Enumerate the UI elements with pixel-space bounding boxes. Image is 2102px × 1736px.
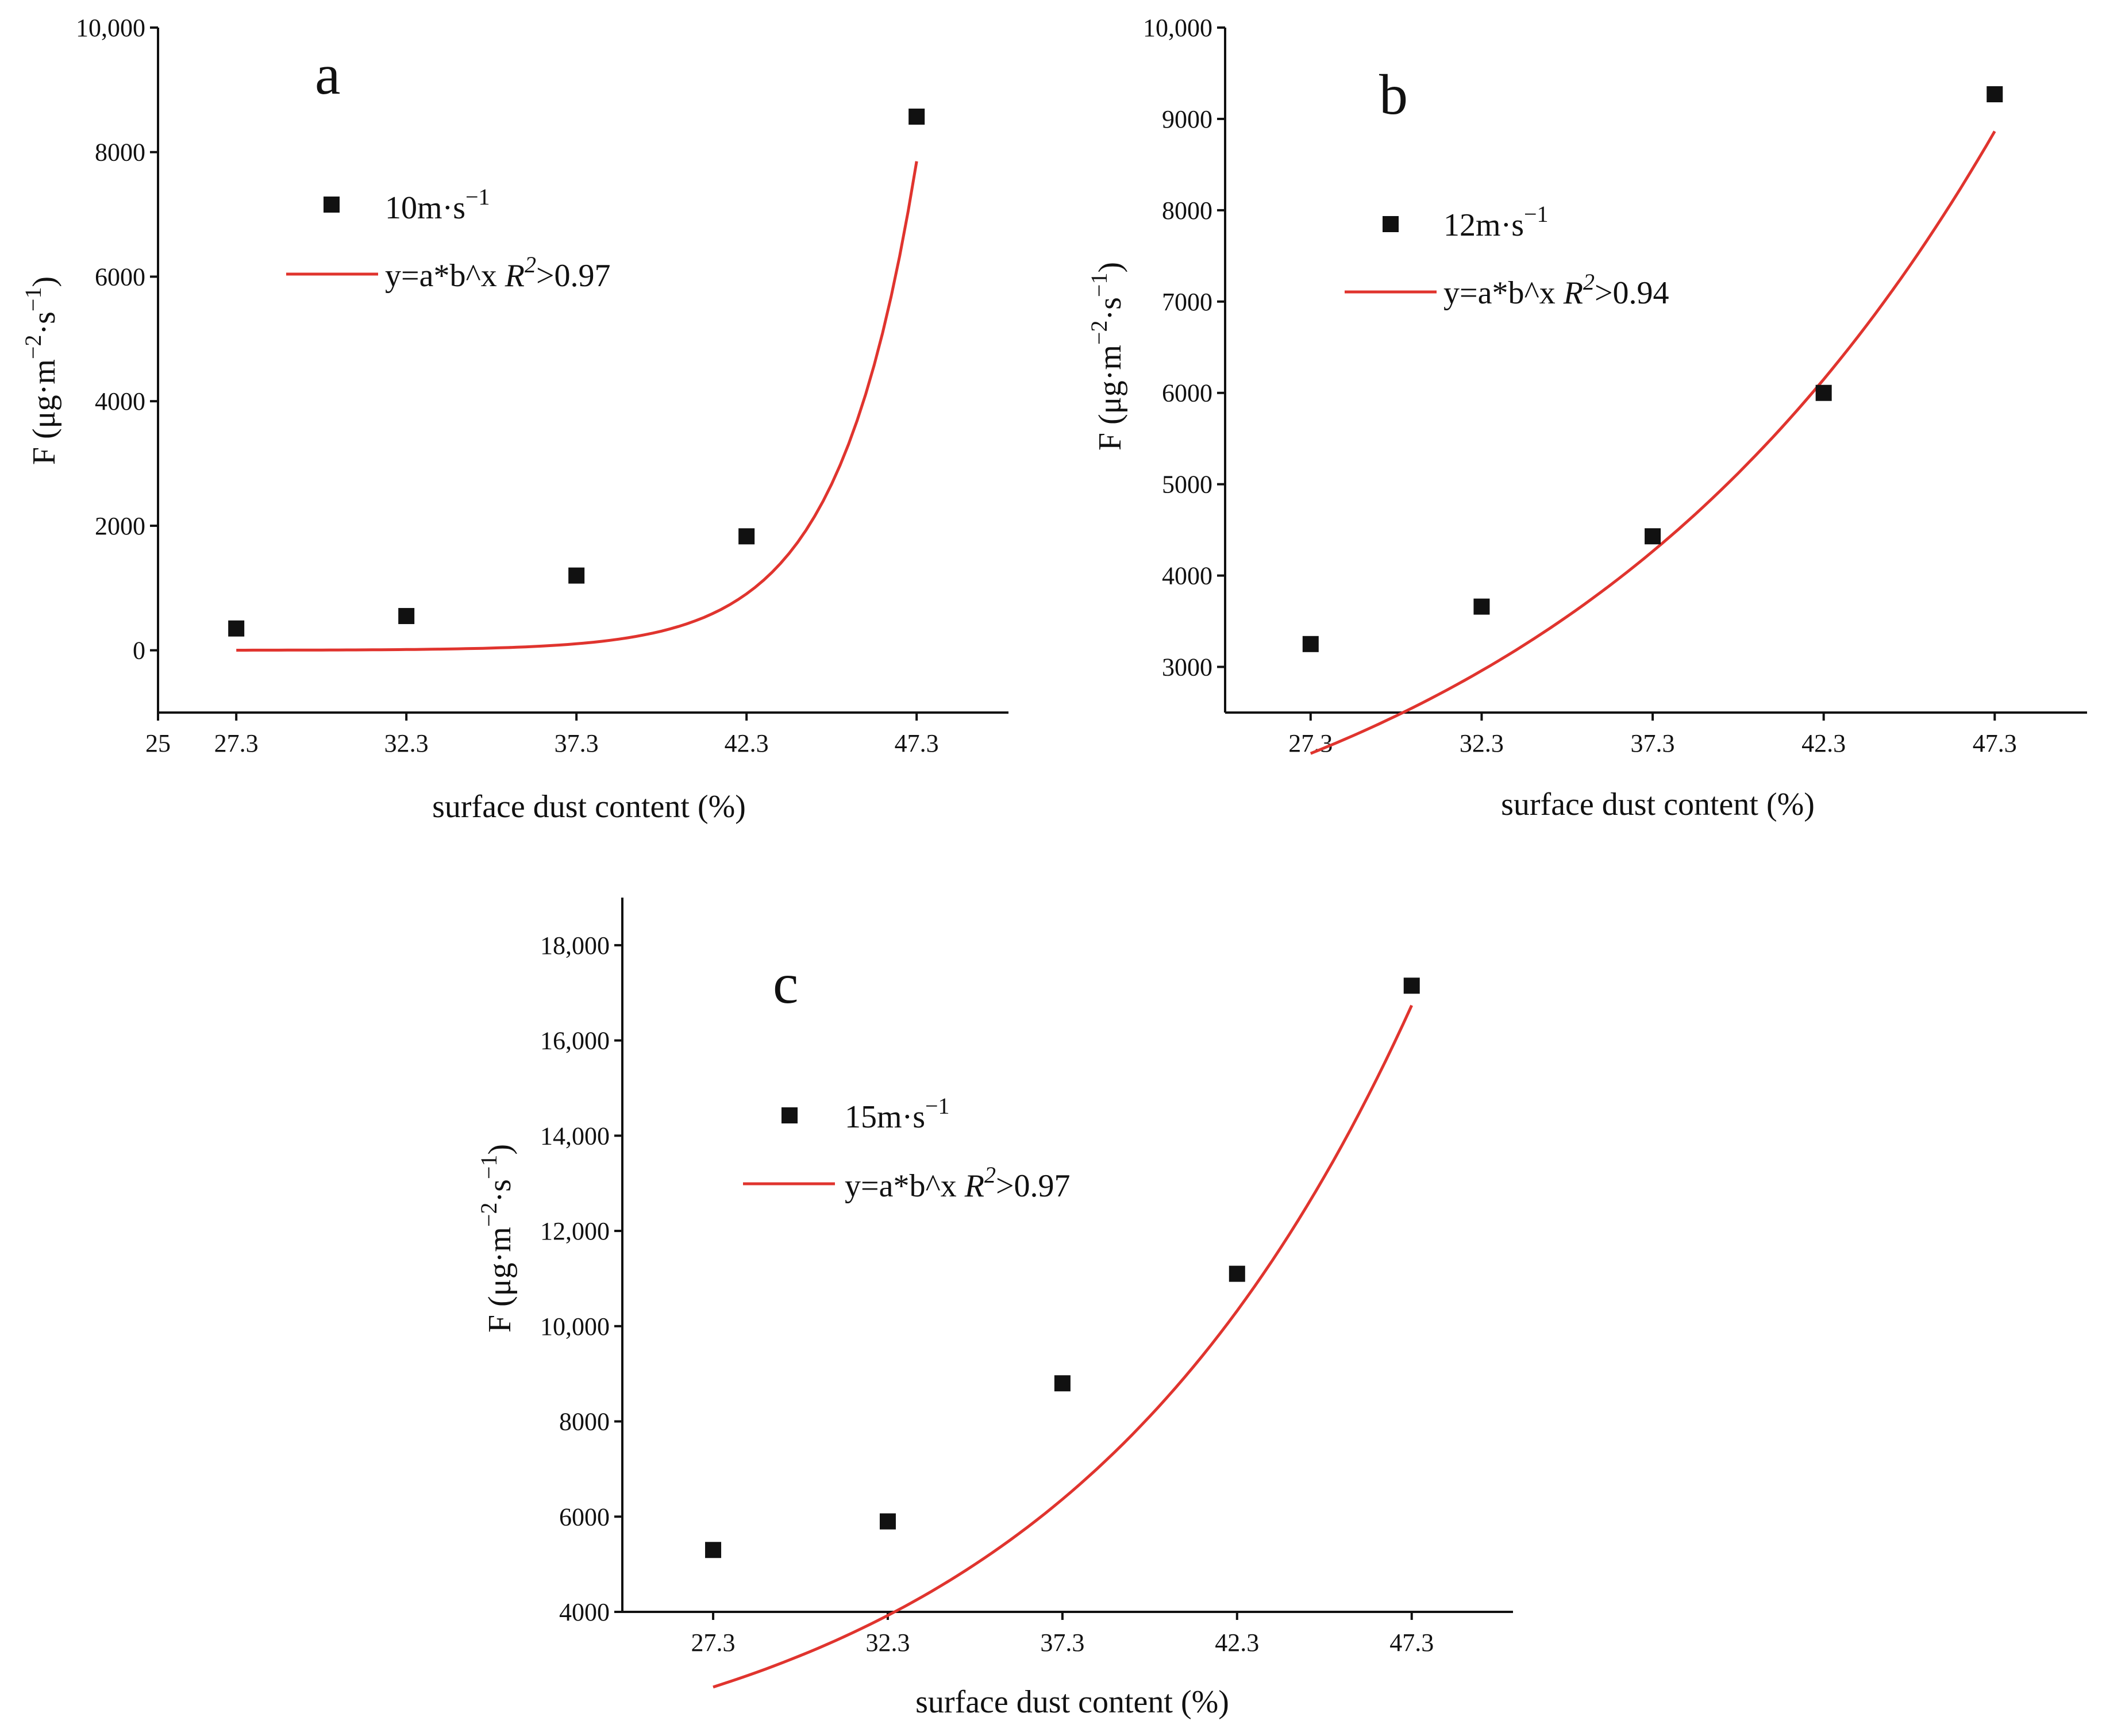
panel-label-a: a <box>315 43 340 106</box>
y-tick-label-b: 3000 <box>1162 653 1212 682</box>
fit-curve-c <box>713 1004 1413 1689</box>
y-tick-label-b: 9000 <box>1162 105 1212 133</box>
x-tick-label-c: 47.3 <box>1389 1629 1434 1657</box>
chart-panel-c: c 4000 6000 8000 10,000 12,000 14,000 16,000 18… <box>476 898 1513 1720</box>
x-tick-label-b: 32.3 <box>1460 729 1504 757</box>
x-tick-label-a: 32.3 <box>384 729 429 757</box>
data-point-a <box>908 108 925 125</box>
y-axis-a: 0 2000 4000 6000 8000 10,000 <box>76 14 159 713</box>
data-points-a <box>228 108 925 637</box>
y-tick-label-c: 18,000 <box>540 931 610 960</box>
y-tick-label-a: 10,000 <box>76 14 145 42</box>
y-tick-label-b: 7000 <box>1162 288 1212 316</box>
x-tick-label-b: 37.3 <box>1631 729 1675 757</box>
y-tick-label-c: 16,000 <box>540 1027 610 1055</box>
y-tick-label-b: 5000 <box>1162 471 1212 499</box>
fit-curve-b <box>1310 130 1996 755</box>
legend-series-label-b: 12m·s−1 <box>1443 201 1549 243</box>
x-tick-label-c: 42.3 <box>1215 1629 1259 1657</box>
x-tick-label-b: 42.3 <box>1801 729 1846 757</box>
x-tick-label-a: 25 <box>145 729 171 757</box>
data-point-a <box>738 528 755 545</box>
y-axis-b: 3000 4000 5000 6000 7000 8000 9000 10,000 <box>1143 14 1226 713</box>
legend-c: 15m·s−1 y=a*b^x R2>0.97 <box>743 1093 1071 1204</box>
x-tick-label-a: 37.3 <box>555 729 599 757</box>
legend-a: 10m·s−1 y=a*b^x R2>0.97 <box>286 184 611 294</box>
fit-curve-a <box>236 161 918 652</box>
y-tick-label-c: 8000 <box>559 1408 610 1436</box>
data-point-c <box>1054 1375 1071 1392</box>
y-tick-label-a: 6000 <box>95 263 145 291</box>
legend-fit-label-a: y=a*b^x R2>0.97 <box>385 252 611 294</box>
data-point-b <box>1473 598 1490 615</box>
y-axis-title-b: F (μg·m−2·s−1) <box>1086 262 1128 451</box>
legend-marker-c <box>781 1107 798 1123</box>
y-tick-label-c: 4000 <box>559 1598 610 1626</box>
data-point-b <box>1815 384 1832 401</box>
y-tick-label-c: 6000 <box>559 1503 610 1531</box>
data-point-b <box>1986 86 2003 103</box>
panel-label-b: b <box>1379 63 1408 126</box>
x-tick-label-a: 47.3 <box>895 729 939 757</box>
y-axis-c: 4000 6000 8000 10,000 12,000 14,000 16,000 18,0… <box>540 898 623 1626</box>
data-point-a <box>568 567 585 584</box>
x-tick-label-c: 27.3 <box>691 1629 736 1657</box>
legend-b: 12m·s−1 y=a*b^x R2>0.94 <box>1345 201 1669 311</box>
x-axis-title-a: surface dust content (%) <box>432 789 746 825</box>
y-tick-label-b: 4000 <box>1162 562 1212 590</box>
y-axis-title-a: F (μg·m−2·s−1) <box>20 276 62 465</box>
y-tick-label-a: 0 <box>133 637 145 665</box>
legend-series-label-c: 15m·s−1 <box>845 1093 950 1135</box>
y-tick-label-a: 4000 <box>95 387 145 415</box>
x-tick-label-c: 32.3 <box>865 1629 910 1657</box>
legend-fit-label-c: y=a*b^x R2>0.97 <box>845 1162 1071 1204</box>
x-tick-label-b: 47.3 <box>1973 729 2017 757</box>
legend-series-label-a: 10m·s−1 <box>385 184 490 226</box>
x-axis-c: 27.3 32.3 37.3 42.3 47.3 <box>622 1611 1513 1657</box>
data-point-c <box>1403 977 1420 994</box>
x-tick-label-a: 27.3 <box>214 729 259 757</box>
x-tick-label-a: 42.3 <box>725 729 769 757</box>
x-tick-label-c: 37.3 <box>1040 1629 1084 1657</box>
y-tick-label-a: 2000 <box>95 512 145 540</box>
y-tick-label-a: 8000 <box>95 138 145 167</box>
y-tick-label-b: 8000 <box>1162 197 1212 225</box>
y-tick-label-c: 12,000 <box>540 1217 610 1245</box>
legend-fit-label-b: y=a*b^x R2>0.94 <box>1443 269 1669 311</box>
data-point-b <box>1302 636 1319 652</box>
data-point-c <box>705 1542 722 1558</box>
x-axis-title-c: surface dust content (%) <box>915 1684 1229 1720</box>
x-axis-a: 25 27.3 32.3 37.3 42.3 47.3 <box>145 711 1008 757</box>
panel-label-c: c <box>773 952 798 1015</box>
legend-marker-b <box>1383 216 1399 232</box>
y-axis-title-c: F (μg·m−2·s−1) <box>476 1144 518 1333</box>
legend-marker-a <box>324 197 340 213</box>
y-tick-label-b: 6000 <box>1162 379 1212 407</box>
y-tick-label-b: 10,000 <box>1143 14 1212 42</box>
x-axis-title-b: surface dust content (%) <box>1501 787 1815 822</box>
data-point-c <box>1229 1265 1245 1282</box>
data-point-a <box>228 620 245 637</box>
data-point-b <box>1645 528 1661 545</box>
y-tick-label-c: 10,000 <box>540 1312 610 1341</box>
data-points-c <box>705 977 1420 1558</box>
chart-panel-a: a 0 2000 4000 6000 8000 10,000 25 27.3 32.3 37.3… <box>20 14 1008 825</box>
data-point-c <box>879 1513 896 1530</box>
data-points-b <box>1302 86 2003 652</box>
data-point-a <box>398 608 415 625</box>
y-tick-label-c: 14,000 <box>540 1122 610 1150</box>
